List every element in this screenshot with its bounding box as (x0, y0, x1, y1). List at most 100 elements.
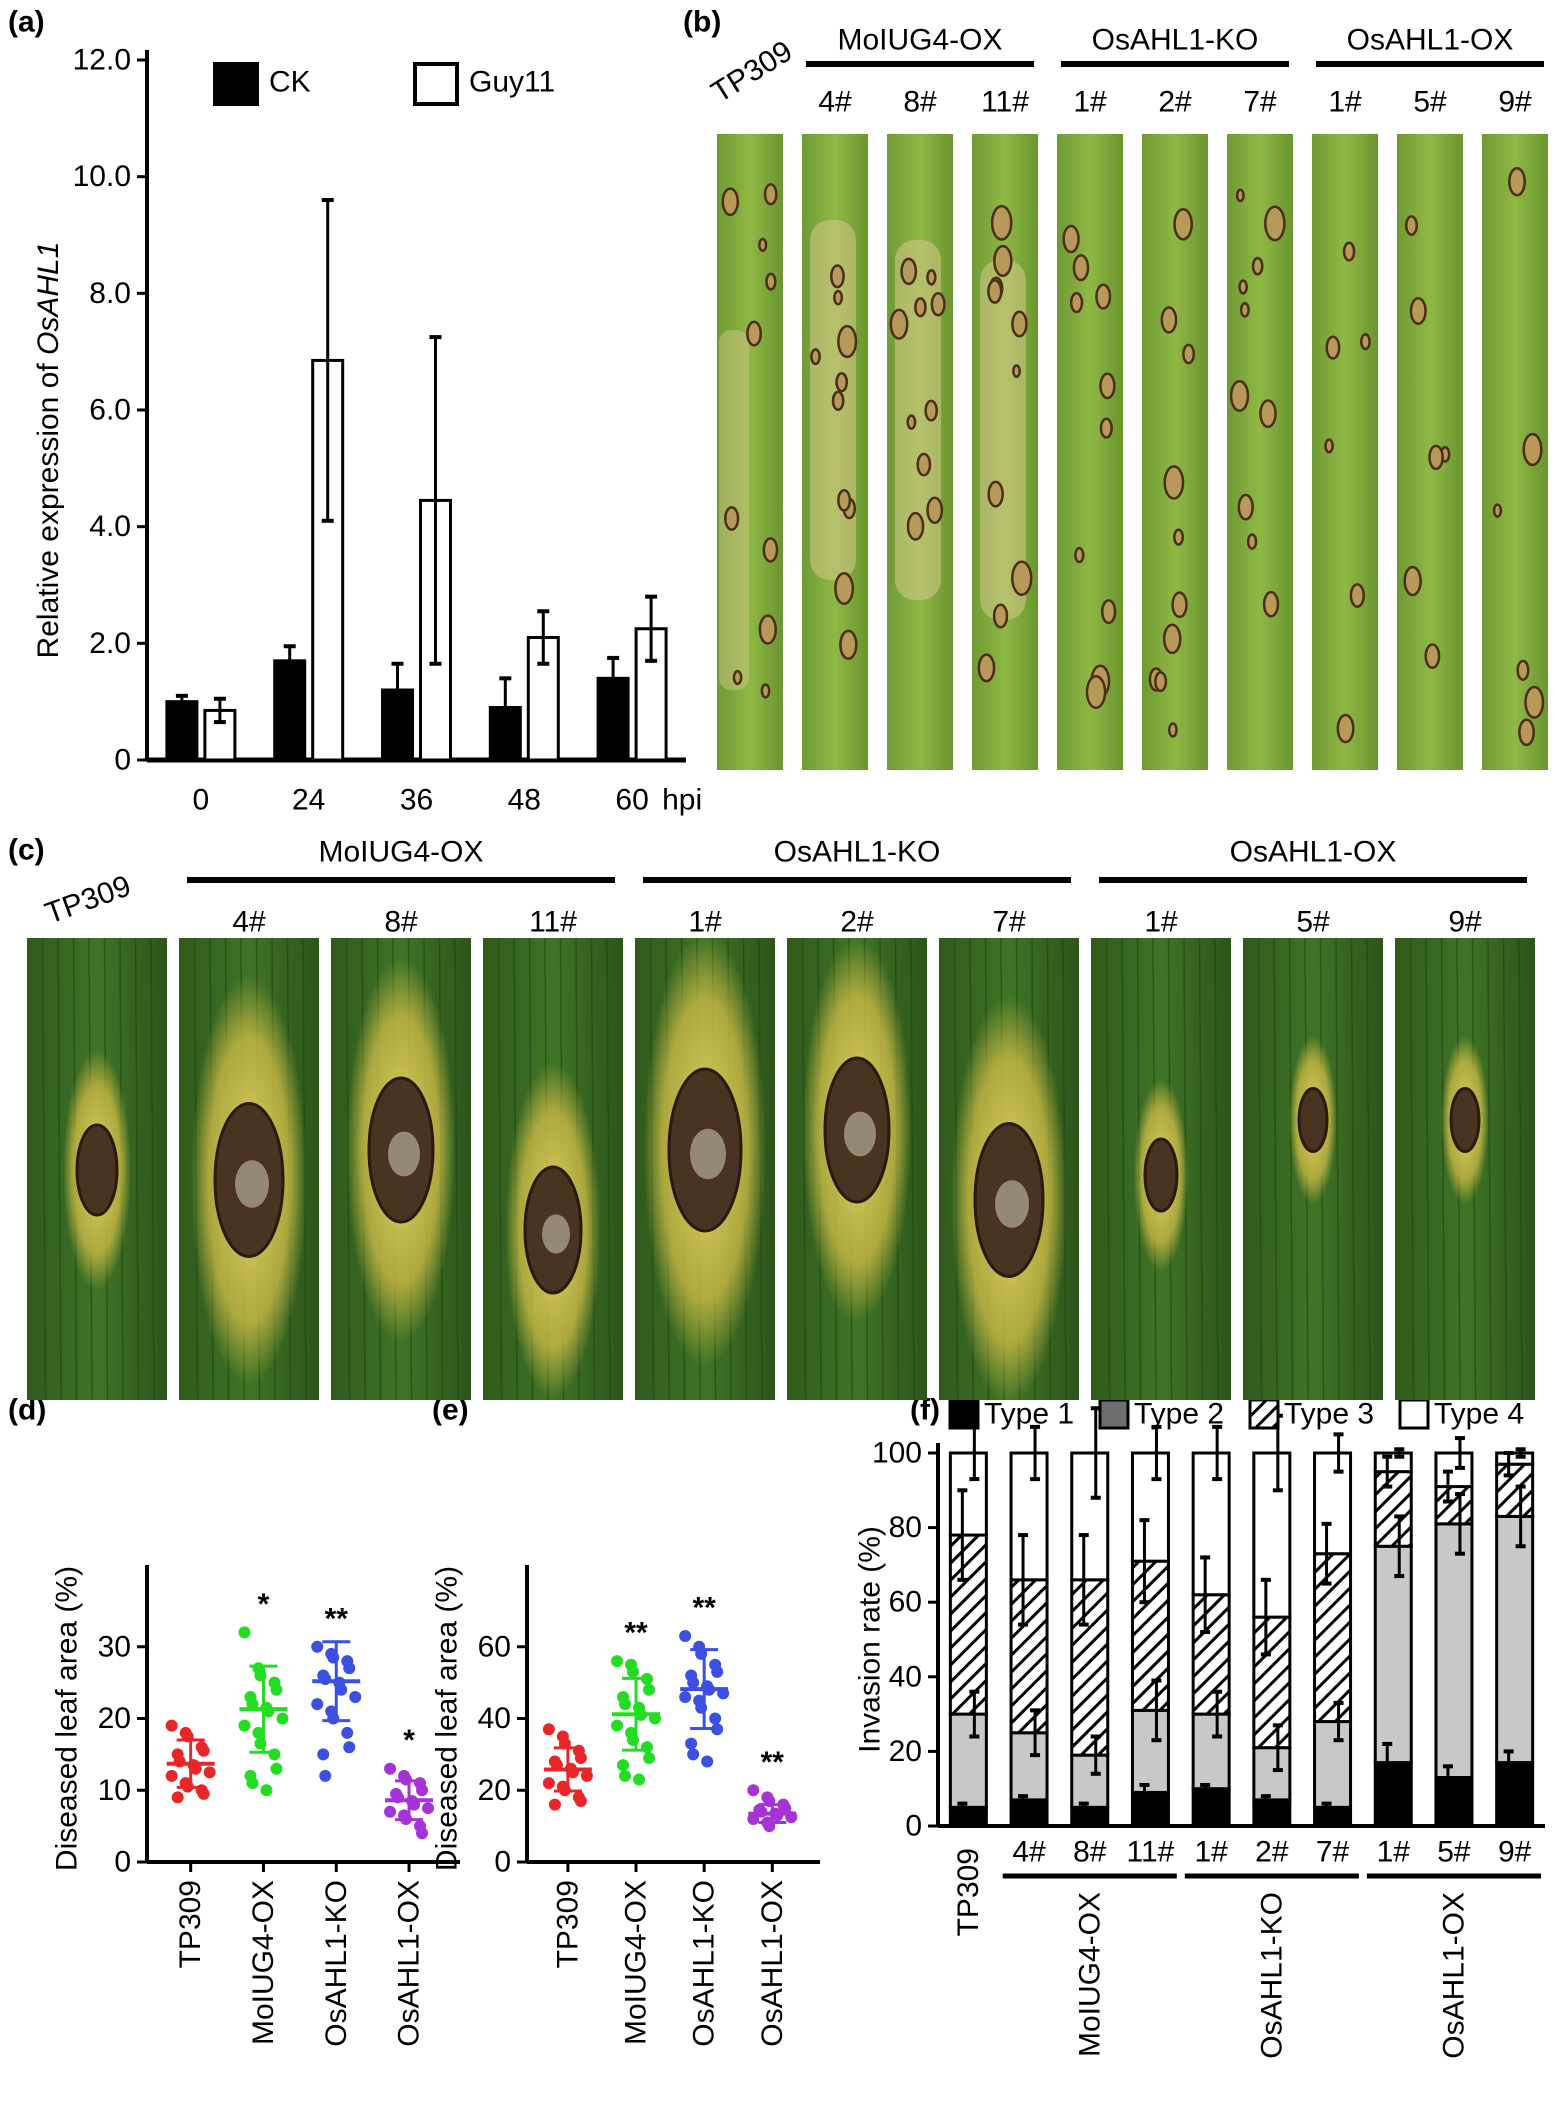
sd-bar (553, 1746, 582, 1793)
control-label: TP309 (706, 35, 798, 110)
lesion (1095, 283, 1112, 310)
leaf-photo (1312, 134, 1378, 770)
data-point (701, 1755, 714, 1768)
y-axis-label-text: Relative expression of (32, 363, 65, 659)
data-point (542, 1777, 555, 1790)
bar-segment (1130, 1790, 1170, 1828)
error-bar (1394, 1514, 1405, 1579)
data-point (619, 1698, 632, 1711)
data-point (747, 1812, 760, 1825)
data-point (611, 1719, 624, 1732)
x-tick-label: MoIUG4-OX (620, 1880, 653, 2045)
legend-swatch (948, 1398, 980, 1430)
data-point (422, 1802, 435, 1815)
error-bar (645, 594, 658, 663)
data-point (165, 1769, 178, 1782)
group-label: OsAHL1-OX (1347, 24, 1514, 57)
line-label: 9# (1498, 86, 1532, 119)
lesion (758, 237, 768, 253)
line-label: 5# (1296, 906, 1330, 939)
lesion-center (690, 1128, 726, 1180)
lesion (835, 371, 849, 393)
leaf-photo (1057, 134, 1123, 770)
lesion-center (844, 1111, 876, 1157)
lesion (987, 480, 1004, 508)
data-point (189, 1762, 202, 1775)
error-bar (1078, 1533, 1089, 1627)
data-point (270, 1762, 283, 1775)
data-point (276, 1712, 289, 1725)
group-label: OsAHL1-KO (1092, 24, 1259, 57)
y-axis-label: Diseased leaf area (%) (431, 1566, 464, 1871)
error-bar (429, 335, 442, 666)
panel-label: (a) (8, 6, 45, 39)
error-bar (1333, 1700, 1344, 1743)
y-tick-label: 60 (889, 1586, 922, 1619)
data-point (165, 1719, 178, 1732)
lesion (906, 414, 917, 430)
data-point (319, 1769, 332, 1782)
error-bar (1139, 1782, 1150, 1802)
bar-segment (1434, 1451, 1474, 1489)
bar-segment (1434, 1522, 1474, 1780)
leaf-vein (910, 937, 915, 1401)
error-bar (1200, 1555, 1211, 1635)
sd-bar (395, 1779, 424, 1822)
error-bar (1503, 1451, 1514, 1478)
leaf-photo (1395, 937, 1535, 1401)
lesion (758, 614, 778, 645)
y-tick-label: 0 (114, 1846, 131, 1879)
error-bar (1030, 1708, 1041, 1758)
error-bar (1382, 1454, 1393, 1489)
group-label: MoIUG4-OX (837, 24, 1002, 57)
leaf-vein (1350, 937, 1356, 1401)
leaf-vein (41, 937, 47, 1401)
bar-segment (1373, 1451, 1413, 1474)
lesion-center (235, 1160, 269, 1208)
error-bar (1018, 1533, 1029, 1627)
leaf-vein (1425, 937, 1430, 1401)
legend-swatch (1248, 1398, 1280, 1430)
line-label: 5# (1413, 86, 1447, 119)
bar-segment (1313, 1805, 1353, 1828)
bar-segment (1070, 1753, 1110, 1809)
line-label: 7# (992, 906, 1026, 939)
data-point (343, 1741, 356, 1754)
lesion (1171, 591, 1188, 619)
x-tick-label: OsAHL1-OX (393, 1880, 426, 2047)
y-tick-label: 80 (889, 1511, 922, 1544)
data-point (335, 1683, 348, 1696)
leaf-photo (1142, 134, 1208, 770)
bar-segment (1373, 1761, 1413, 1828)
error-bar (1018, 1794, 1029, 1806)
legend-label: CK (269, 66, 311, 99)
x-axis-label: hpi (662, 784, 702, 817)
error-bar (283, 644, 296, 678)
leaf-photo (179, 937, 319, 1401)
leaf-vein (1409, 937, 1415, 1401)
lesion (977, 653, 996, 683)
bar-segment (948, 1712, 988, 1809)
bar-segment (1434, 1776, 1474, 1828)
lesion (831, 390, 845, 411)
leaf-photo (1482, 134, 1548, 770)
legend-label: Guy11 (469, 66, 555, 99)
bar-segment (1434, 1485, 1474, 1526)
lesion (810, 348, 821, 366)
bar-segment (1252, 1746, 1292, 1802)
leaf-photo (787, 937, 927, 1401)
lesion (1428, 444, 1444, 471)
lesion (1229, 379, 1250, 412)
leaf-photo (331, 937, 471, 1401)
data-point (542, 1723, 555, 1736)
lesion (1324, 438, 1334, 454)
error-bar (321, 198, 334, 523)
sd-bar (322, 1640, 351, 1723)
y-tick-label: 40 (478, 1702, 511, 1735)
bar-segment (1252, 1451, 1292, 1619)
y-tick-label: 30 (98, 1630, 131, 1663)
error-bar (1442, 1469, 1453, 1504)
data-point (270, 1683, 283, 1696)
lesion (1297, 1087, 1329, 1153)
lesion (1259, 399, 1277, 429)
